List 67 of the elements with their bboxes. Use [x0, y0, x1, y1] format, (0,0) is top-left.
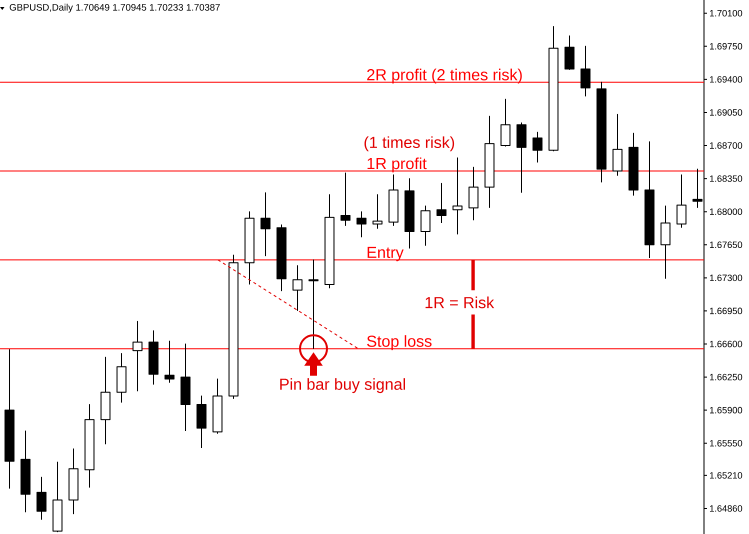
candlestick	[244, 211, 254, 285]
y-tick-label: 1.64860	[710, 505, 742, 512]
y-tick-label: 1.68000	[710, 208, 742, 215]
candlestick	[20, 430, 30, 513]
candlestick	[196, 396, 206, 448]
candlestick	[484, 116, 494, 208]
candlestick	[372, 194, 382, 230]
candlestick	[356, 211, 366, 238]
candlestick	[324, 194, 334, 289]
candlestick	[388, 174, 398, 226]
y-tick-label: 1.67300	[710, 274, 742, 282]
candlestick	[404, 178, 414, 250]
candlestick	[436, 182, 446, 224]
y-tick-label: 1.67650	[710, 242, 742, 248]
y-tick-label: 1.66950	[710, 308, 742, 314]
ref-line-label: Entry	[368, 246, 404, 262]
candlestick	[116, 352, 126, 404]
candlestick	[4, 349, 14, 490]
candlestick	[644, 141, 654, 259]
candlestick	[468, 166, 478, 221]
ref-line-label: Stop loss	[367, 335, 432, 350]
annotation: (1 times risk)	[364, 136, 454, 152]
candlestick	[148, 330, 158, 386]
candlestick	[292, 265, 302, 312]
candlestick	[612, 114, 622, 176]
y-tick-label: 1.66600	[710, 340, 742, 348]
candlestick	[676, 174, 686, 228]
candlestick	[452, 157, 462, 235]
chart-title: GBPUSD,Daily 1.70649 1.70945 1.70233 1.70387	[10, 4, 220, 13]
candlestick	[308, 259, 318, 350]
candlestick	[564, 35, 574, 70]
candlestick	[100, 356, 110, 445]
candlestick	[164, 340, 174, 384]
candlestick	[36, 476, 46, 520]
y-tick-label: 1.70100	[710, 10, 742, 16]
candlestick	[596, 82, 606, 183]
candlestick	[420, 206, 430, 246]
candlestick	[52, 462, 62, 533]
candlestick	[180, 344, 190, 432]
ref-line-label: 2R profit (2 times risk)	[367, 68, 522, 84]
y-tick-label: 1.65550	[710, 440, 742, 447]
y-tick-label: 1.69750	[710, 43, 742, 50]
candlestick	[276, 224, 286, 292]
candlestick	[132, 320, 142, 392]
y-tick-label: 1.65900	[710, 406, 742, 414]
y-tick-label: 1.65210	[710, 472, 742, 479]
y-tick-label: 1.66250	[710, 374, 742, 380]
candlestick	[516, 122, 526, 194]
candlestick	[68, 448, 78, 515]
candlestick	[84, 404, 94, 488]
y-tick-label: 1.68700	[710, 142, 742, 149]
annotation: 1R = Risk	[426, 296, 494, 308]
y-tick-label: 1.69050	[710, 109, 742, 116]
candlestick	[628, 132, 638, 196]
candlestick	[340, 172, 350, 226]
candlestick	[532, 132, 542, 164]
candlestick	[228, 254, 238, 400]
annotation: Pin bar buy signal	[280, 378, 405, 394]
candlestick	[500, 98, 510, 147]
candlestick	[660, 206, 670, 280]
candlestick	[580, 46, 590, 97]
candlestick	[212, 378, 222, 434]
y-tick-label: 1.68350	[710, 175, 742, 182]
ref-line-label: 1R profit	[368, 157, 427, 172]
candlestick	[548, 26, 558, 152]
y-tick-label: 1.69400	[710, 76, 742, 83]
candlestick	[260, 192, 270, 257]
